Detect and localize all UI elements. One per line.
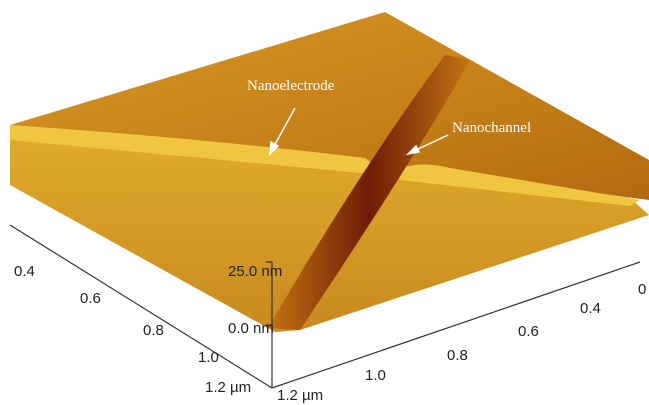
- annotation: Nanoelectrode: [247, 78, 335, 94]
- z-label: 0.0 nm: [228, 320, 274, 337]
- axis-label: 0.4: [14, 263, 35, 280]
- z-label: 25.0 nm: [228, 263, 282, 280]
- axis-label: 1.0: [365, 367, 386, 384]
- page: {"annotations": {"electrode": "Nanoelect…: [0, 0, 649, 405]
- axis-label: 0: [638, 281, 646, 298]
- annotation: Nanochannel: [452, 120, 531, 136]
- axis-label: 0.8: [143, 322, 164, 339]
- axis-label: 0.6: [518, 323, 539, 340]
- axis-label: 1.2 µm: [205, 379, 251, 396]
- axis-label: 1.2 µm: [277, 387, 323, 404]
- axis-label: 0.4: [580, 300, 601, 317]
- axis-label: 1.0: [198, 349, 219, 366]
- afm-figure: Nanoelectrode Nanochannel 25.0 nm 0.0 nm…: [0, 0, 649, 405]
- axis-label: 0.8: [447, 347, 468, 364]
- axis-label: 0.6: [80, 290, 101, 307]
